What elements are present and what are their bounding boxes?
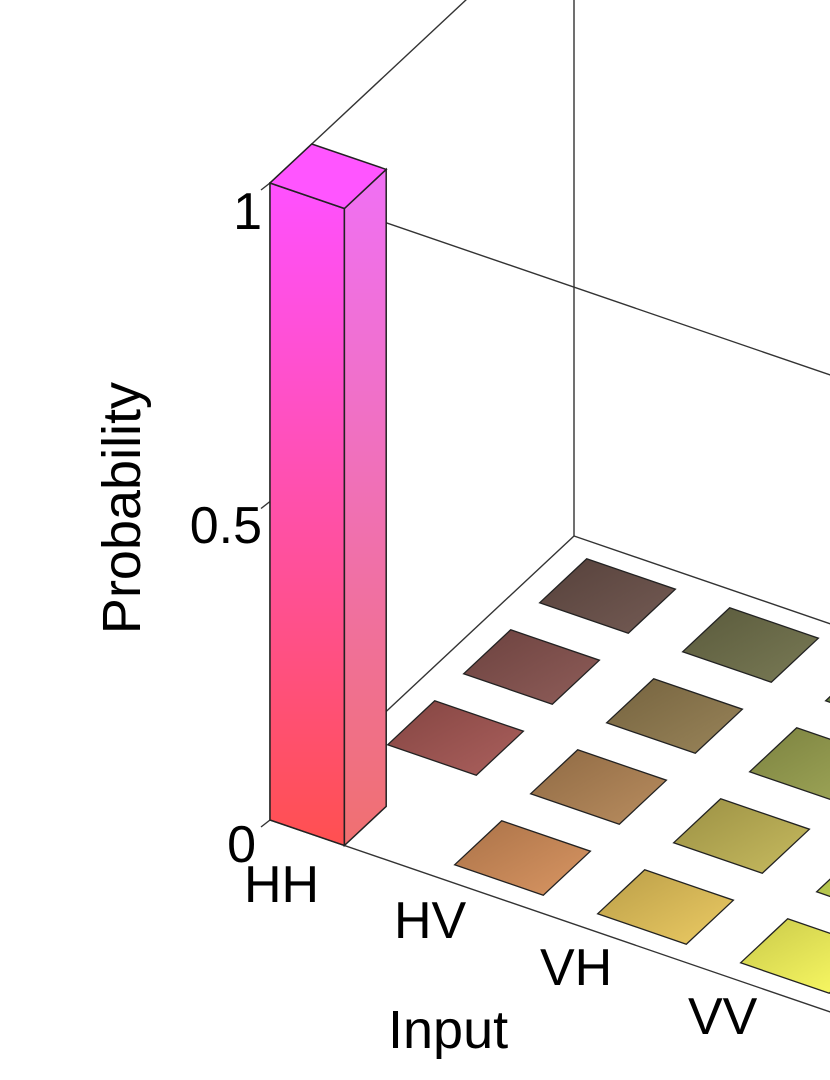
- x-category-label-vv: VV: [688, 988, 758, 1046]
- floor-tile-vh-0: [596, 869, 735, 945]
- floor-tile-hv-3: [681, 607, 820, 683]
- floor-tile-hv-2: [605, 678, 744, 754]
- x-category-label-vh: VH: [540, 939, 612, 997]
- z-tick-label-0: 0: [227, 816, 256, 874]
- floor-tile-vv-1: [815, 878, 830, 898]
- z-tick-mark: [260, 819, 271, 828]
- axes-box-edge: [573, 535, 830, 625]
- bar-hh-0-side: [343, 167, 387, 848]
- floor-tile-hh-3: [538, 558, 677, 634]
- floor-tile-vh-2: [748, 727, 830, 801]
- axes-box-edge: [574, 0, 830, 95]
- floor-tile-hh-2: [462, 629, 601, 705]
- axes-box-edge: [269, 0, 467, 184]
- floor-tile-vv-0: [739, 918, 830, 994]
- z-axis-title: Probability: [92, 382, 152, 634]
- axes-box-edge: [269, 819, 830, 1013]
- x-category-label-hh: HH: [244, 856, 319, 914]
- floor-tile-hv-0: [453, 820, 592, 896]
- bar-hh-0-top: [268, 143, 388, 210]
- floor-tiles: [386, 558, 830, 994]
- floor-tile-vh-1: [672, 798, 811, 874]
- floor-tile-hv-1: [529, 749, 668, 825]
- z-tick-mark: [260, 182, 271, 191]
- x-axis-title: Input: [388, 1000, 508, 1060]
- z-tick-mark: [260, 500, 271, 510]
- x-category-label-hv: HV: [394, 892, 467, 950]
- floor-tile-hh-1: [386, 700, 525, 776]
- z-tick-label-0.5: 0.5: [190, 497, 262, 555]
- floor-tile-vh-3: [824, 695, 830, 703]
- bars: [268, 143, 388, 848]
- bar-hh-0-front: [269, 181, 346, 847]
- z-tick-label-1: 1: [233, 183, 262, 241]
